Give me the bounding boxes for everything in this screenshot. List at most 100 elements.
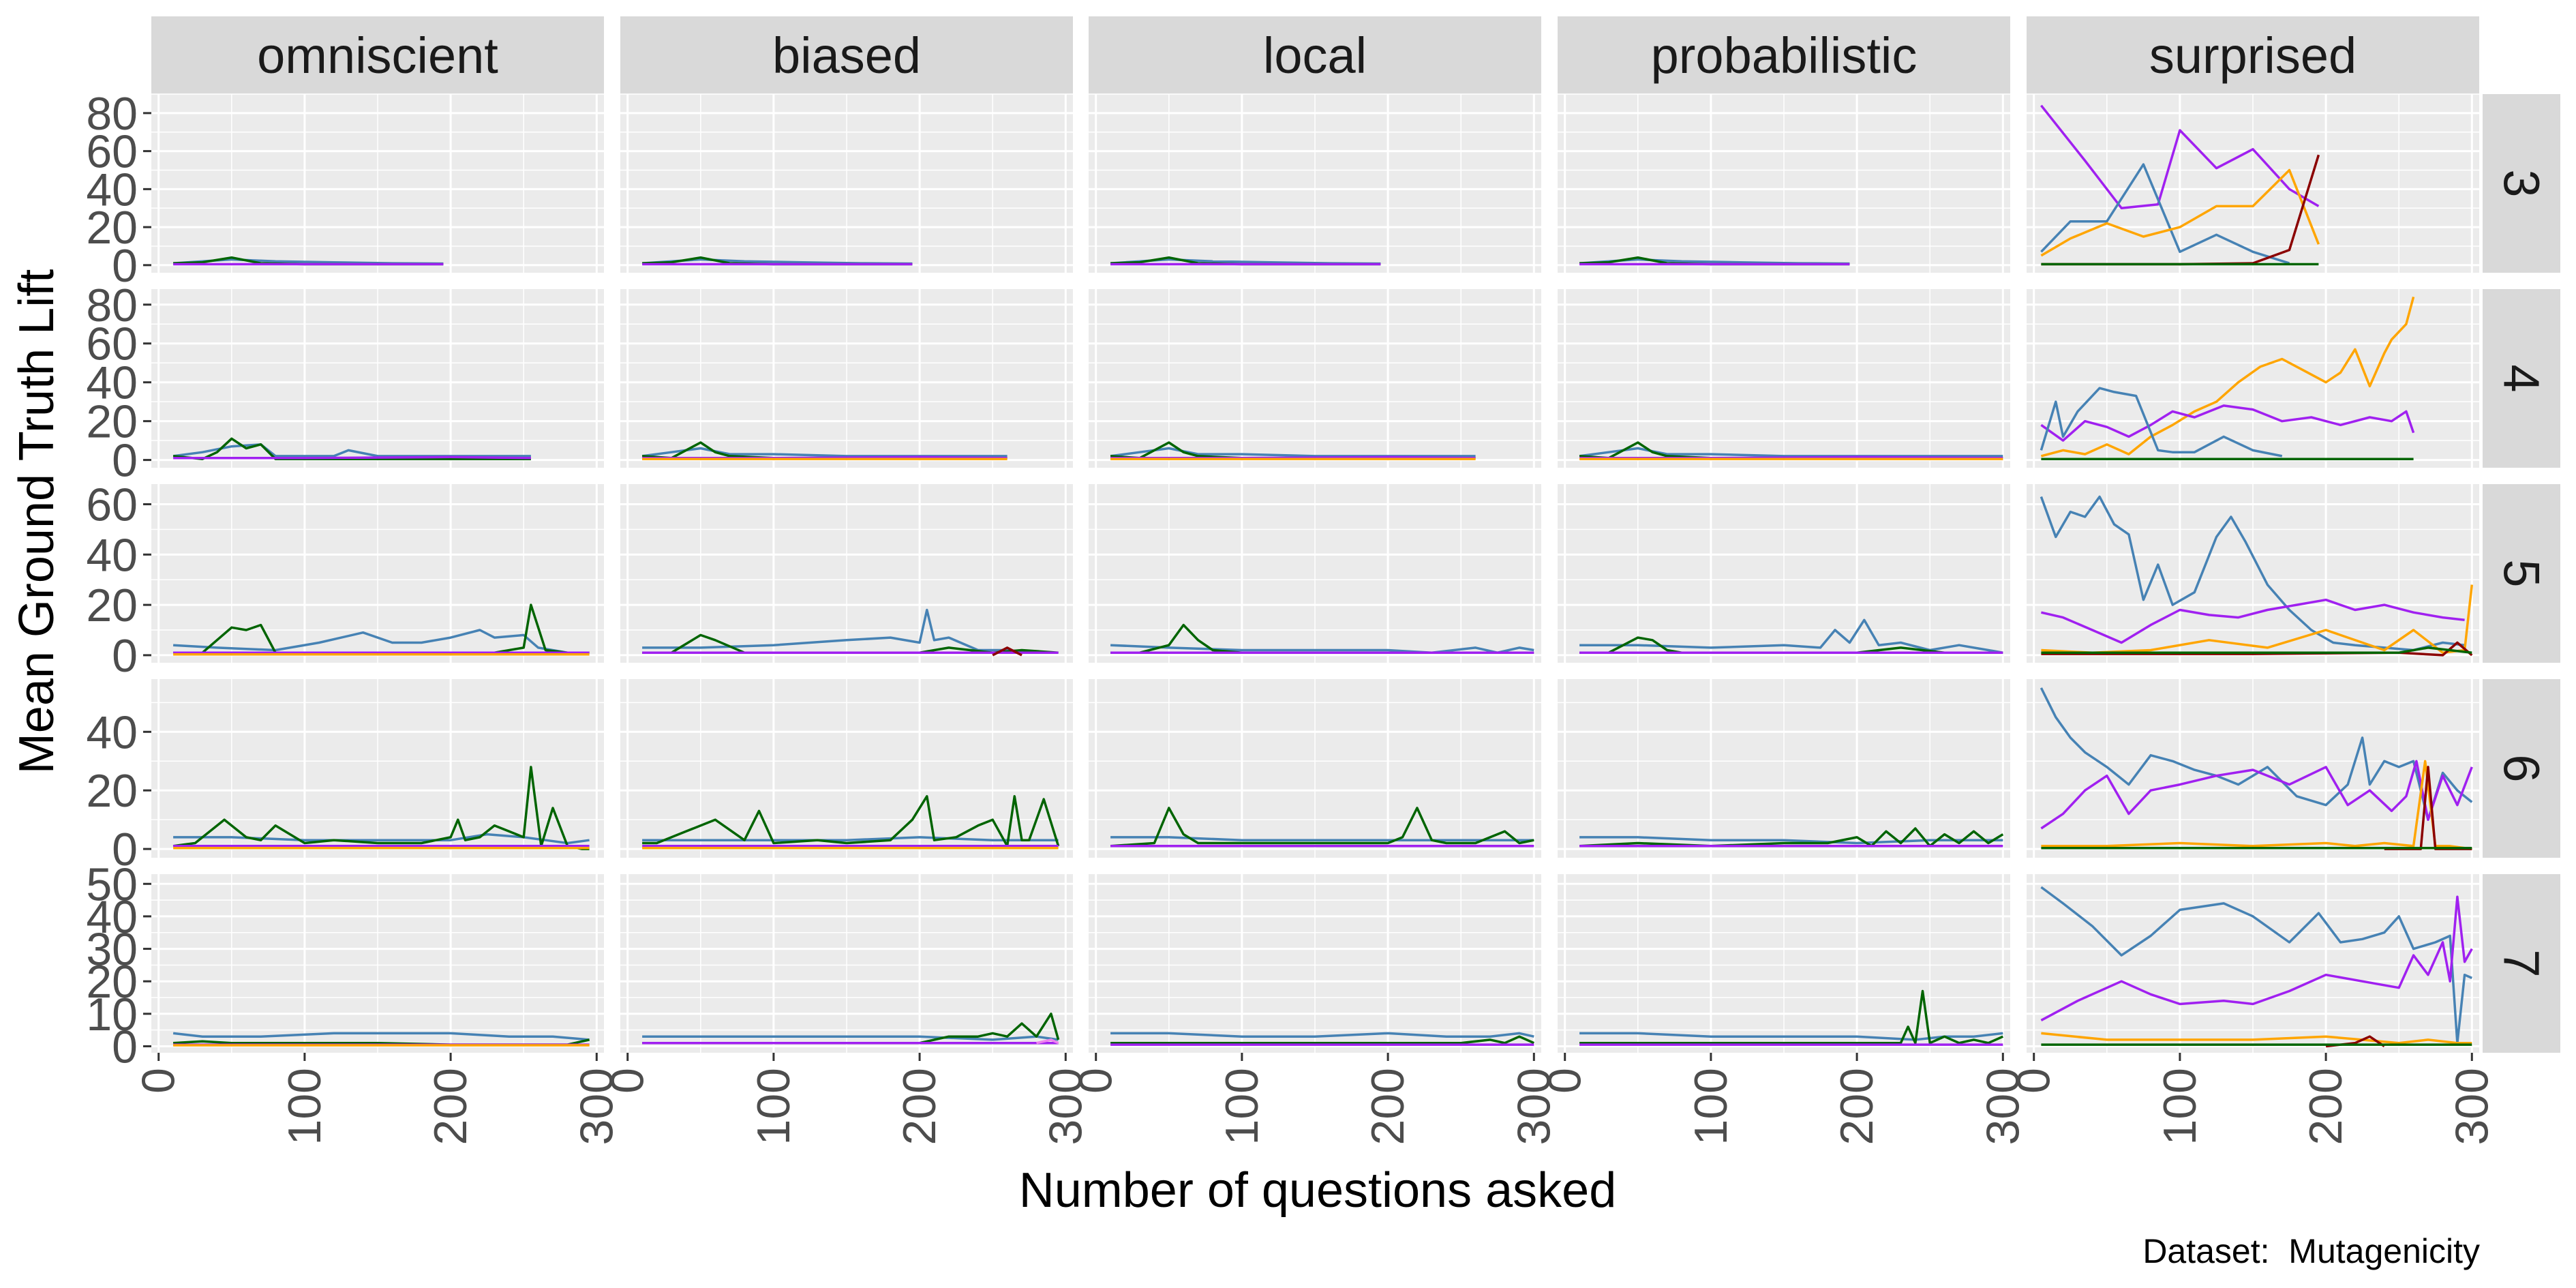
row-strip-4-bg — [2483, 289, 2560, 468]
panel-omniscient-3 — [151, 93, 604, 273]
series-line-steelblue — [172, 629, 590, 654]
row-strip-7-label: 7 — [2494, 949, 2550, 977]
series-line-darkgreen — [1579, 989, 2004, 1045]
panel-omniscient-6 — [151, 679, 604, 858]
series-line-steelblue — [1579, 1032, 2003, 1041]
y-axis-label: Mean Ground Truth Lift — [10, 269, 64, 774]
series-line-steelblue — [2040, 387, 2283, 458]
x-tick-label: 0 — [1070, 1068, 1122, 1094]
series-line-steelblue — [2040, 495, 2465, 652]
column-facet-strips: omniscient biased local probabilistic surpri… — [151, 16, 2479, 94]
series-line-steelblue — [2040, 163, 2290, 265]
panel-probabilistic-4 — [1558, 289, 2010, 468]
y-tick-label: 40 — [86, 357, 138, 409]
y-tick-label: 40 — [86, 529, 138, 581]
x-tick-label: 0 — [133, 1068, 185, 1094]
x-tick-label: 100 — [1216, 1068, 1268, 1145]
col-strip-surprised-label: surprised — [2149, 27, 2357, 84]
row-strip-7-bg — [2483, 874, 2560, 1053]
x-tick-label: 100 — [748, 1068, 800, 1145]
y-tick-label: 10 — [86, 989, 138, 1040]
series-line-orange — [2040, 296, 2415, 458]
x-tick-label: 200 — [1831, 1068, 1883, 1145]
series-line-purple — [2040, 895, 2473, 1021]
row-strip-6-bg — [2483, 679, 2560, 858]
series-line-steelblue — [642, 608, 1059, 654]
y-tick-label: 0 — [112, 630, 138, 682]
panel-surprised-3 — [2027, 93, 2479, 273]
row-strip-6-label: 6 — [2494, 754, 2550, 782]
series-line-darkgreen — [172, 437, 531, 460]
col-strip-local-bg — [1089, 16, 1541, 94]
series-line-orange — [2041, 760, 2472, 850]
col-strip-biased-label: biased — [772, 27, 921, 84]
x-tick-label: 100 — [2154, 1068, 2206, 1145]
x-tick-label: 100 — [1685, 1068, 1737, 1145]
series-line-orange — [2040, 168, 2320, 257]
y-tick-label: 0 — [112, 1021, 138, 1073]
y-tick-label: 40 — [86, 164, 138, 215]
row-strip-5-bg — [2483, 484, 2560, 663]
series-line-steelblue — [2040, 886, 2473, 1045]
col-strip-probabilistic-label: probabilistic — [1651, 27, 1918, 84]
panel-biased-3 — [620, 93, 1073, 273]
panel-biased-7 — [620, 874, 1073, 1053]
x-tick-label: 0 — [1539, 1068, 1591, 1094]
panel-probabilistic-3 — [1558, 93, 2010, 273]
panel-biased-6 — [620, 679, 1073, 858]
series-line-purple — [2040, 104, 2320, 209]
x-tick-label: 300 — [2446, 1068, 2498, 1145]
col-strip-surprised-bg — [2027, 16, 2479, 94]
series-line-purple — [2040, 404, 2415, 442]
panel-surprised-7 — [2027, 874, 2479, 1053]
x-tick-label: 100 — [279, 1068, 331, 1145]
x-tick-label: 200 — [1362, 1068, 1414, 1145]
series-line-steelblue — [173, 833, 590, 845]
panel-surprised-5 — [2027, 484, 2479, 663]
series-line-darkgreen — [2041, 646, 2472, 654]
row-strip-4-label: 4 — [2494, 364, 2550, 392]
y-tick-label: 30 — [86, 924, 138, 976]
series-line-purple — [173, 455, 531, 460]
series-line-darkgreen — [1110, 807, 1534, 848]
series-line-steelblue — [172, 1032, 590, 1041]
row-strip-5-label: 5 — [2494, 559, 2550, 587]
x-axis-label: Number of questions asked — [1019, 1163, 1616, 1218]
col-strip-probabilistic-bg — [1558, 16, 2010, 94]
row-strip-3-label: 3 — [2494, 169, 2550, 197]
x-tick-label: 0 — [2008, 1068, 2060, 1094]
col-strip-omniscient-label: omniscient — [257, 27, 498, 84]
facet-panels — [151, 93, 2479, 1053]
series-line-purple — [2040, 760, 2473, 830]
y-tick-label: 60 — [86, 318, 138, 370]
y-tick-label: 80 — [86, 280, 138, 331]
series-line-darkgreen — [1110, 1035, 1535, 1045]
y-tick-label: 40 — [86, 706, 138, 758]
panel-local-4 — [1089, 289, 1541, 468]
col-strip-biased-bg — [620, 16, 1073, 94]
y-axes: 0204060800204060800204060020400102030405… — [86, 88, 151, 1073]
panel-local-3 — [1089, 93, 1541, 273]
y-tick-label: 60 — [86, 126, 138, 178]
panel-surprised-6 — [2027, 679, 2479, 858]
series-line-purple — [2041, 598, 2465, 644]
series-line-steelblue — [642, 1035, 1059, 1041]
panel-probabilistic-5 — [1558, 484, 2010, 663]
y-tick-label: 40 — [86, 891, 138, 943]
panel-omniscient-5 — [151, 484, 604, 663]
panel-omniscient-4 — [151, 289, 604, 468]
dataset-caption: Dataset: Mutagenicity — [2142, 1232, 2480, 1270]
row-strip-3-bg — [2483, 94, 2560, 273]
x-tick-label: 300 — [1508, 1068, 1560, 1145]
col-strip-local-label: local — [1263, 27, 1367, 84]
series-line-darkgreen — [172, 766, 590, 850]
y-tick-label: 20 — [86, 202, 138, 254]
panel-local-7 — [1089, 874, 1541, 1053]
panel-biased-5 — [620, 484, 1073, 663]
x-tick-label: 200 — [2300, 1068, 2352, 1145]
panel-surprised-4 — [2027, 289, 2479, 468]
series-line-steelblue — [1579, 836, 2003, 845]
x-tick-label: 300 — [1040, 1068, 1091, 1145]
panel-probabilistic-6 — [1558, 679, 2010, 858]
